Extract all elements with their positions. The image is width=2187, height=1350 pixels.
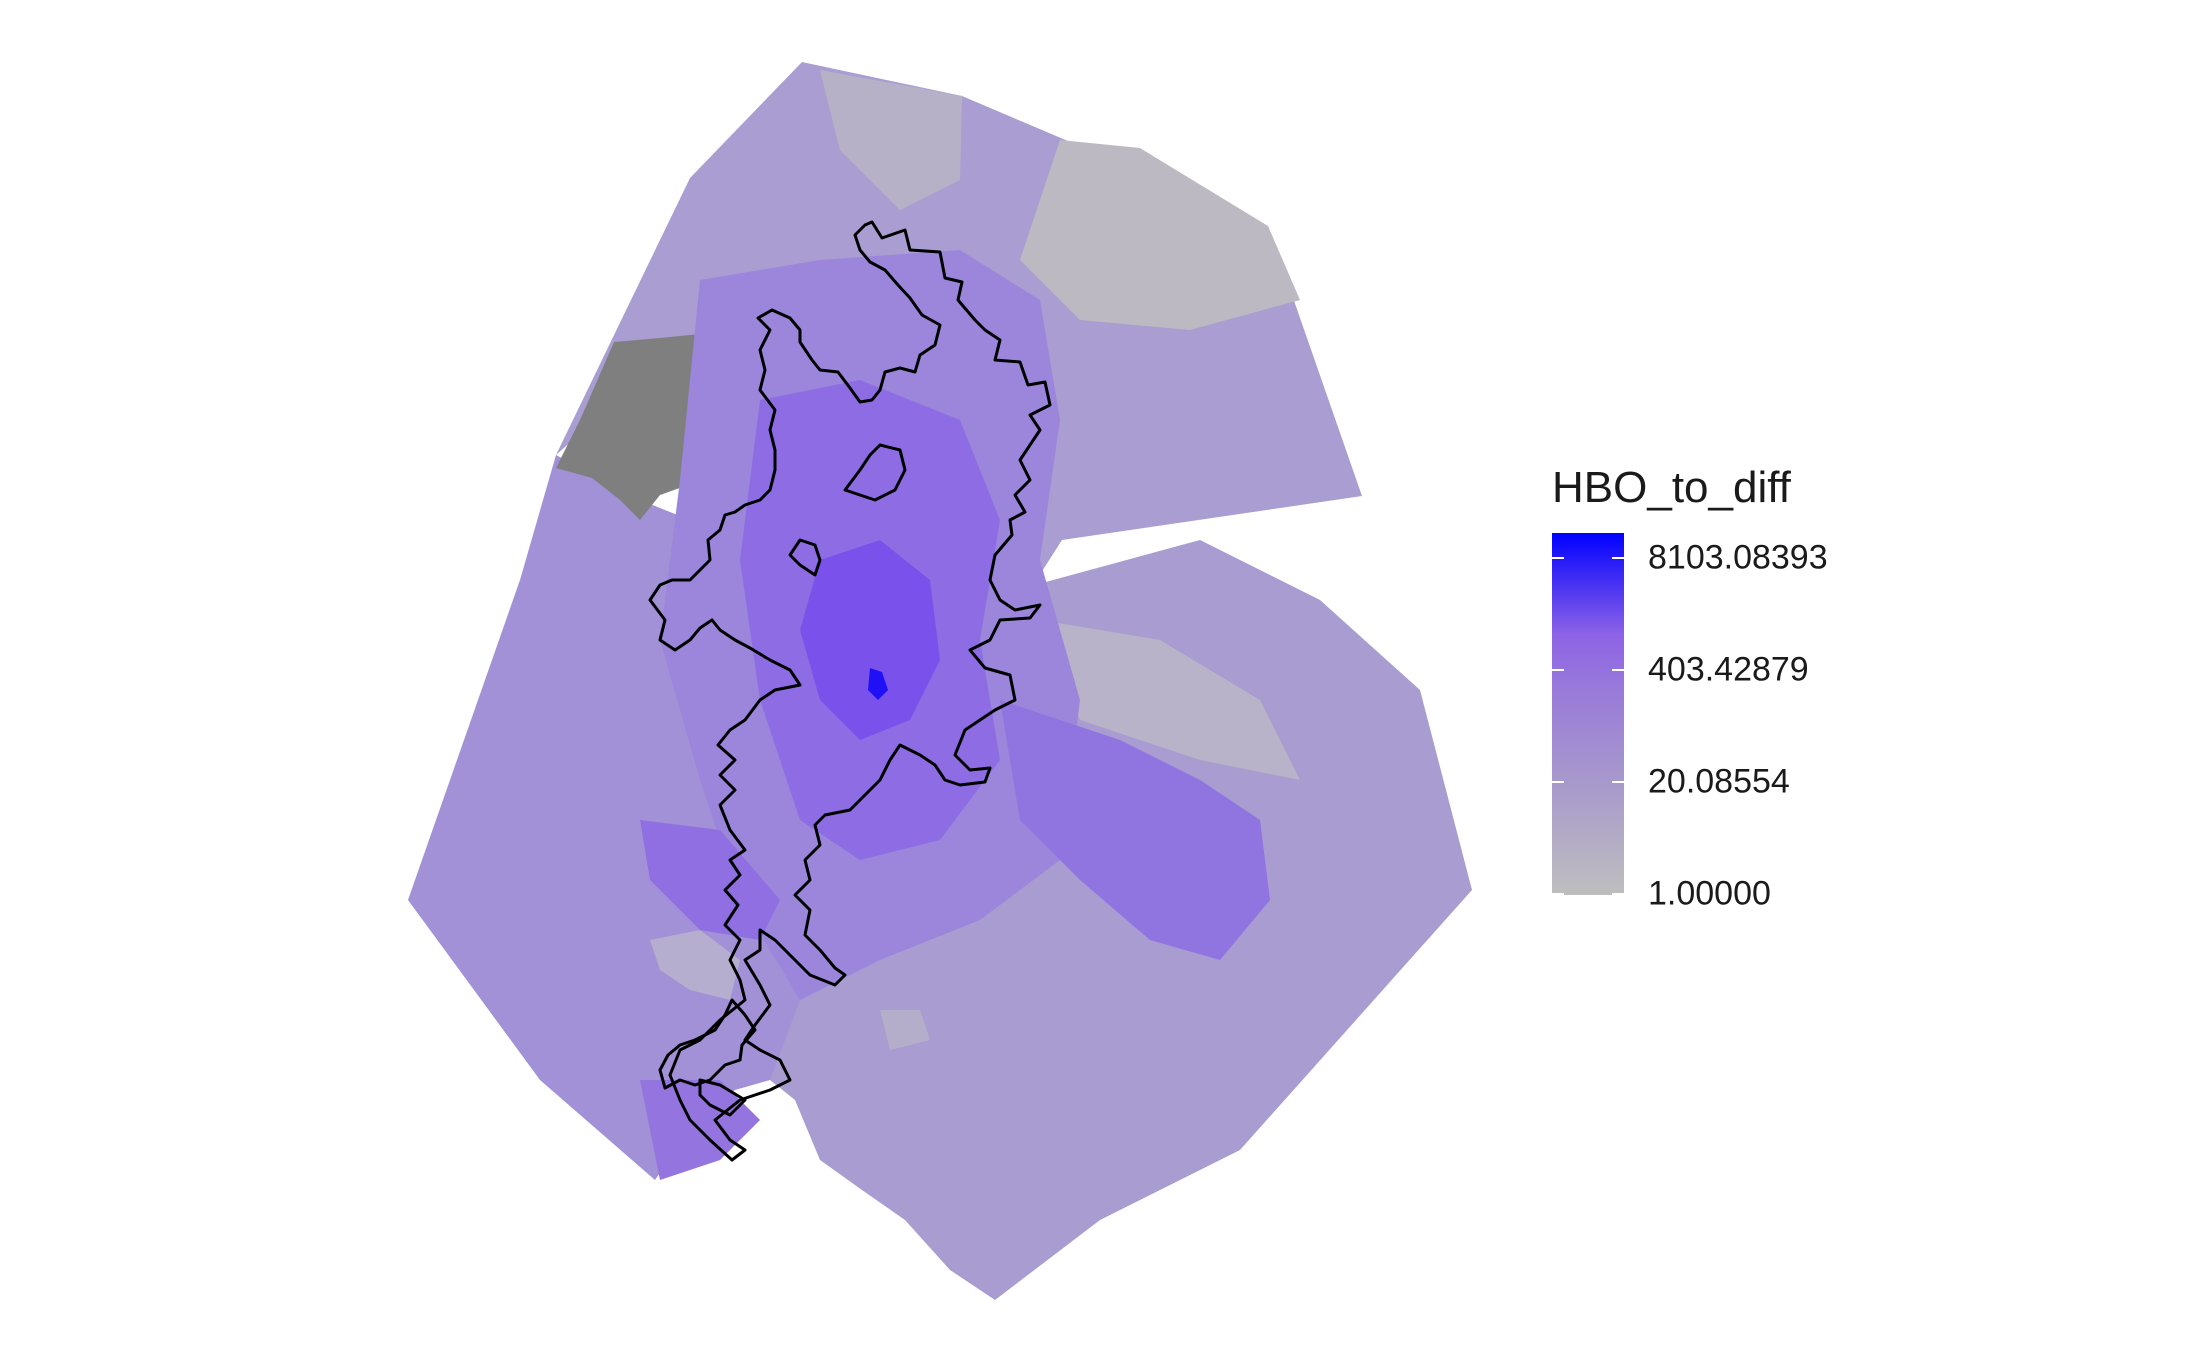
southwest-pocket-zone — [640, 820, 780, 940]
color-legend: HBO_to_diff 8103.08393 403.42879 20.0855… — [1552, 463, 1892, 923]
county-region — [408, 62, 1472, 1300]
city-boundary-south-lobe — [658, 998, 757, 1090]
core-zone — [800, 540, 940, 740]
light-patch — [880, 1010, 930, 1050]
low-value-zone-northeast — [1020, 140, 1300, 330]
city-boundary-hook — [698, 1078, 747, 1117]
legend-label-mid: 20.08554 — [1648, 762, 1790, 801]
legend-label-max: 8103.08393 — [1648, 538, 1828, 577]
city-boundary — [648, 220, 1052, 1162]
low-value-zone-north — [820, 70, 962, 210]
legend-title: HBO_to_diff — [1552, 463, 1791, 512]
low-value-zone-east — [1040, 620, 1300, 780]
light-patch — [650, 930, 740, 1000]
city-boundary-inner — [788, 538, 822, 577]
peak-zone — [868, 668, 888, 700]
city-boundary-inner — [843, 443, 907, 502]
east-corridor-zone — [1000, 700, 1270, 960]
legend-label-high: 403.42879 — [1648, 650, 1809, 689]
legend-color-bar — [1552, 533, 1624, 895]
legend-label-min: 1.00000 — [1648, 874, 1771, 913]
